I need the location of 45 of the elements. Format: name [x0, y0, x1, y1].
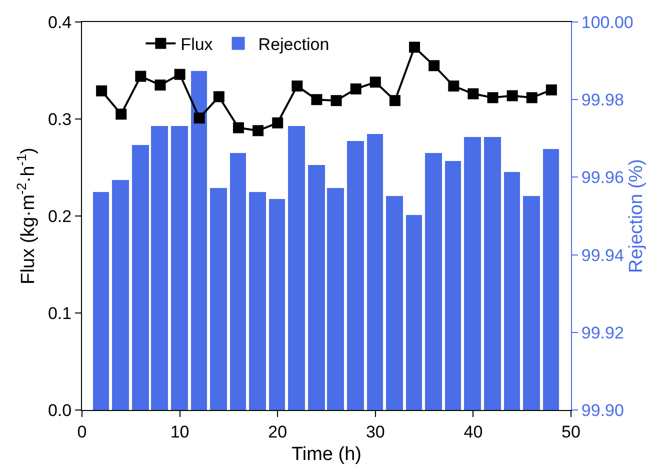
point — [428, 60, 440, 72]
x-tick-label: 50 — [562, 422, 580, 442]
y-tick-label: 0.3 — [48, 110, 72, 129]
x-tick-label: 20 — [268, 422, 288, 442]
point — [546, 84, 557, 96]
legend-label: Flux — [180, 35, 214, 54]
point — [506, 90, 518, 102]
point — [292, 80, 303, 92]
point — [409, 42, 420, 53]
y2-axis-title: Rejection (%) — [626, 158, 647, 274]
point — [526, 92, 538, 104]
point — [116, 108, 127, 120]
x-tick-label: 40 — [464, 422, 483, 442]
y-tick-label: 0.1 — [48, 304, 72, 323]
point — [350, 83, 362, 94]
x-axis-title: Time (h) — [291, 444, 362, 466]
point — [448, 80, 460, 92]
x-tick-label: 10 — [170, 422, 190, 442]
y2-tick-label: 99.96 — [581, 168, 624, 188]
y-tick-label: 0.2 — [48, 206, 72, 226]
point — [272, 117, 284, 128]
y2-tick-label: 99.92 — [581, 323, 624, 342]
y-tick-label: 0.0 — [48, 400, 72, 420]
point — [213, 91, 224, 102]
point — [330, 95, 342, 106]
point — [487, 92, 498, 104]
y2-tick-label: 100.00 — [581, 12, 634, 32]
point — [96, 85, 108, 96]
point — [154, 80, 166, 91]
x-tick-label: 30 — [366, 422, 385, 442]
y2-tick-label: 99.98 — [581, 90, 624, 110]
point — [468, 88, 479, 100]
point — [135, 70, 146, 82]
y2-tick-label: 99.90 — [581, 400, 624, 420]
y2-tick-label: 99.94 — [581, 246, 624, 265]
point — [370, 76, 381, 88]
point — [232, 122, 244, 134]
x-tick-label: 0 — [77, 422, 87, 442]
point — [174, 68, 186, 80]
point — [252, 125, 264, 136]
point — [194, 112, 205, 124]
point — [389, 95, 400, 106]
legend-label: Rejection — [258, 35, 330, 54]
point — [311, 94, 322, 106]
y-tick-label: 0.4 — [48, 12, 72, 32]
